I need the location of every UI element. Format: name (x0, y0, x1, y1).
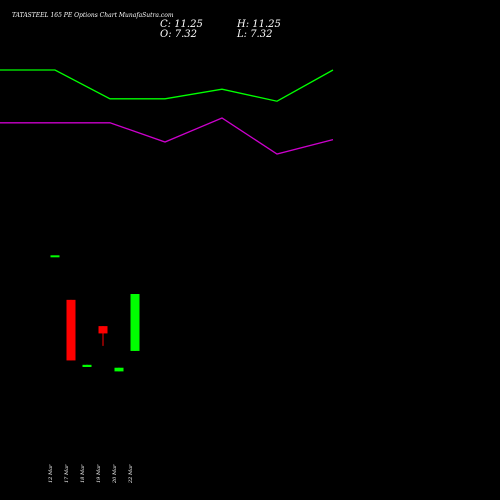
chart-title: TATASTEEL 165 PE Options Chart MunafaSut… (12, 12, 174, 19)
candle-body (130, 294, 140, 351)
candle-body (82, 364, 92, 367)
indicator-line-1 (0, 69, 334, 102)
close-label: C: 11.25 (160, 19, 203, 30)
candle-body (98, 326, 108, 334)
indicator-line-2 (0, 117, 334, 155)
x-tick-label: 20 Mar (112, 464, 118, 484)
x-tick-label: 12 Mar (48, 464, 54, 483)
candle-body (66, 299, 76, 361)
x-axis-ticks: 12 Mar 17 Mar 18 Mar 19 Mar 20 Mar 22 Mar (48, 464, 134, 484)
x-tick-label: 22 Mar (128, 464, 134, 484)
x-tick-label: 17 Mar (64, 464, 70, 483)
low-label: L: 7.32 (236, 29, 272, 40)
candle-body (50, 255, 60, 258)
candles (50, 255, 140, 372)
high-label: H: 11.25 (236, 19, 281, 30)
x-tick-label: 19 Mar (96, 464, 102, 483)
x-tick-label: 18 Mar (80, 464, 86, 483)
candle-body (114, 367, 124, 372)
open-label: O: 7.32 (160, 29, 197, 40)
indicator-lines (0, 69, 334, 155)
